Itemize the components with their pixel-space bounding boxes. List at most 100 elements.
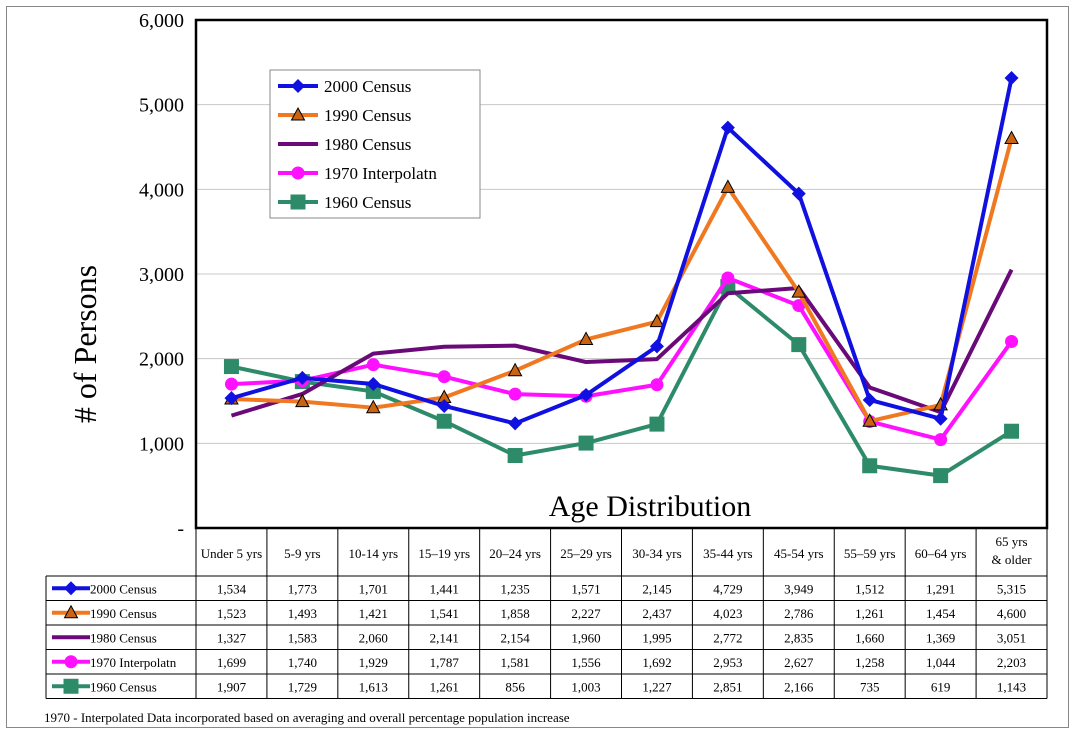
table-cell: 856: [505, 679, 525, 694]
data-point: [64, 581, 78, 596]
data-point: [436, 413, 452, 429]
table-row: 1960 Census 1,907 1,729 1,613 1,261 856 1,003 1…: [52, 678, 1026, 694]
x-tick-label: 35-44 yrs: [703, 546, 752, 561]
table-cell: 1,454: [926, 606, 956, 621]
table-row-label: 2000 Census: [90, 581, 157, 596]
data-point: [291, 166, 305, 180]
data-point: [223, 359, 239, 375]
data-point: [366, 376, 381, 391]
table-cell: 1,729: [288, 679, 317, 694]
table-cell: 2,851: [713, 679, 742, 694]
data-point: [649, 313, 665, 328]
data-point: [720, 179, 736, 193]
data-point: [507, 448, 523, 464]
footnote: 1970 - Interpolated Data incorporated ba…: [44, 710, 570, 725]
table-cell: 619: [931, 679, 951, 694]
table-cell: 1,291: [926, 581, 955, 596]
table-row: 1990 Census 1,523 1,493 1,421 1,541 1,858 2,22…: [52, 604, 1026, 621]
table-cell: 1,907: [217, 679, 247, 694]
table-cell: 2,772: [713, 630, 742, 645]
data-point: [224, 377, 238, 391]
legend-item: 1960 Census: [278, 193, 411, 212]
data-point: [791, 186, 806, 201]
table-cell: 2,835: [784, 630, 813, 645]
data-point: [1004, 70, 1019, 85]
series-1980-census: [230, 268, 1014, 418]
data-table: Under 5 yrs 5-9 yrs 10-14 yrs 15–19 yrs 20–2…: [45, 528, 1048, 699]
table-cell: 1,701: [359, 581, 388, 596]
y-tick-label: 6,000: [139, 10, 184, 32]
table-cell: 2,154: [501, 630, 531, 645]
legend-item: 1990 Census: [278, 106, 411, 125]
data-point: [933, 468, 949, 484]
table-cell: 4,729: [713, 581, 742, 596]
table-cell: 1,858: [501, 606, 530, 621]
data-point: [720, 120, 735, 135]
data-point: [579, 387, 594, 402]
series-line: [230, 268, 1014, 418]
legend-label: 1990 Census: [324, 106, 411, 125]
data-point: [63, 604, 79, 619]
legend-item: 2000 Census: [278, 77, 411, 96]
table-cell: 1,660: [855, 630, 884, 645]
table-cell: 1,523: [217, 606, 246, 621]
data-point: [650, 378, 664, 392]
table-cell: 1,261: [855, 606, 884, 621]
table-cell: 1,541: [430, 606, 459, 621]
data-point: [649, 339, 664, 354]
table-cell: 1,556: [571, 655, 601, 670]
data-point: [366, 358, 380, 372]
legend-label: 2000 Census: [324, 77, 411, 96]
data-point: [295, 370, 310, 385]
y-tick-label: 2,000: [139, 349, 184, 371]
table-cell: 1,044: [926, 655, 956, 670]
table-cell: 1,581: [501, 655, 530, 670]
table-cell: 1,613: [359, 679, 388, 694]
table-cell: 1,583: [288, 630, 317, 645]
data-point: [1005, 334, 1019, 348]
table-cell: 1,441: [430, 581, 459, 596]
legend-item: 1970 Interpolatn: [278, 164, 437, 183]
x-tick-label: 65 yrs & older: [992, 534, 1033, 567]
data-point: [63, 678, 79, 694]
table-cell: 1,003: [571, 679, 600, 694]
y-tick-label: -: [177, 518, 184, 540]
series-1970-interpolatn: [224, 271, 1019, 447]
table-cell: 2,227: [571, 606, 601, 621]
x-tick-label: 5-9 yrs: [284, 546, 320, 561]
data-point: [862, 413, 878, 427]
y-axis: - 1,000 2,000 3,000 4,000 5,000 6,000: [139, 10, 184, 540]
table-cell: 1,421: [359, 606, 388, 621]
table-row-label: 1990 Census: [90, 606, 157, 621]
data-point: [1004, 130, 1019, 145]
data-point: [290, 106, 306, 121]
x-tick-label: 20–24 yrs: [489, 546, 541, 561]
data-point: [295, 393, 310, 408]
data-point: [933, 411, 948, 426]
table-cell: 1,369: [926, 630, 955, 645]
x-tick-label: 60–64 yrs: [915, 546, 967, 561]
data-point: [1004, 423, 1020, 439]
table-cell: 735: [860, 679, 880, 694]
table-cell: 2,786: [784, 606, 814, 621]
legend-label: 1970 Interpolatn: [324, 164, 437, 183]
data-point: [508, 387, 522, 401]
data-point: [578, 331, 594, 345]
legend-item: 1980 Census: [278, 135, 411, 154]
data-point: [365, 383, 381, 399]
table-cell: 1,261: [430, 679, 459, 694]
data-point: [791, 284, 807, 298]
table-cell: 1,740: [288, 655, 317, 670]
table-row-label: 1980 Census: [90, 630, 157, 645]
data-point: [507, 362, 523, 377]
data-point: [578, 435, 594, 451]
table-cell: 1,773: [288, 581, 317, 596]
x-tick-label: 45-54 yrs: [774, 546, 823, 561]
series-lines: [223, 70, 1020, 484]
table-cell: 5,315: [997, 581, 1026, 596]
table-cell: 1,995: [642, 630, 671, 645]
data-point: [64, 655, 78, 669]
table-cell: 1,235: [501, 581, 530, 596]
table-cell: 2,203: [997, 655, 1026, 670]
